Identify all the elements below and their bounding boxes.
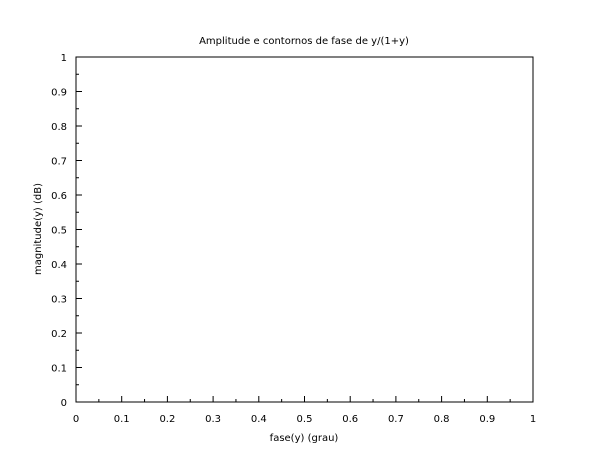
x-tick-label: 0.4 [251,414,267,425]
x-tick-label: 0 [73,414,79,425]
x-tick-label: 0.5 [297,414,313,425]
y-tick-label: 0.7 [51,157,67,168]
x-axis-ticks: 0 0.1 0.2 0.3 0.4 0.5 0.6 0.7 0.8 0.9 1 [73,396,536,425]
x-tick-label: 0.6 [342,414,358,425]
x-tick-label: 0.3 [205,414,221,425]
x-tick-label: 0.9 [479,414,495,425]
y-tick-label: 0.1 [51,364,67,375]
y-tick-label: 0 [61,398,67,409]
chart-title: Amplitude e contornos de fase de y/(1+y) [199,36,409,47]
x-tick-label: 0.8 [434,414,450,425]
y-tick-label: 1 [61,53,67,64]
x-tick-label: 1 [530,414,536,425]
y-tick-label: 0.8 [51,122,67,133]
x-tick-label: 0.1 [114,414,130,425]
y-tick-label: 0.6 [51,191,67,202]
y-tick-label: 0.9 [51,88,67,99]
y-tick-label: 0.3 [51,295,67,306]
y-tick-label: 0.2 [51,329,67,340]
x-tick-label: 0.7 [388,414,404,425]
y-tick-label: 0.5 [51,226,67,237]
y-tick-label: 0.4 [51,260,67,271]
plot-area [75,56,534,403]
x-axis-label: fase(y) (grau) [270,433,339,444]
y-axis-label: magnitude(y) (dB) [33,183,44,275]
x-tick-label: 0.2 [159,414,175,425]
y-axis-ticks: 0 0.1 0.2 0.3 0.4 0.5 0.6 0.7 0.8 0.9 1 [51,53,82,409]
